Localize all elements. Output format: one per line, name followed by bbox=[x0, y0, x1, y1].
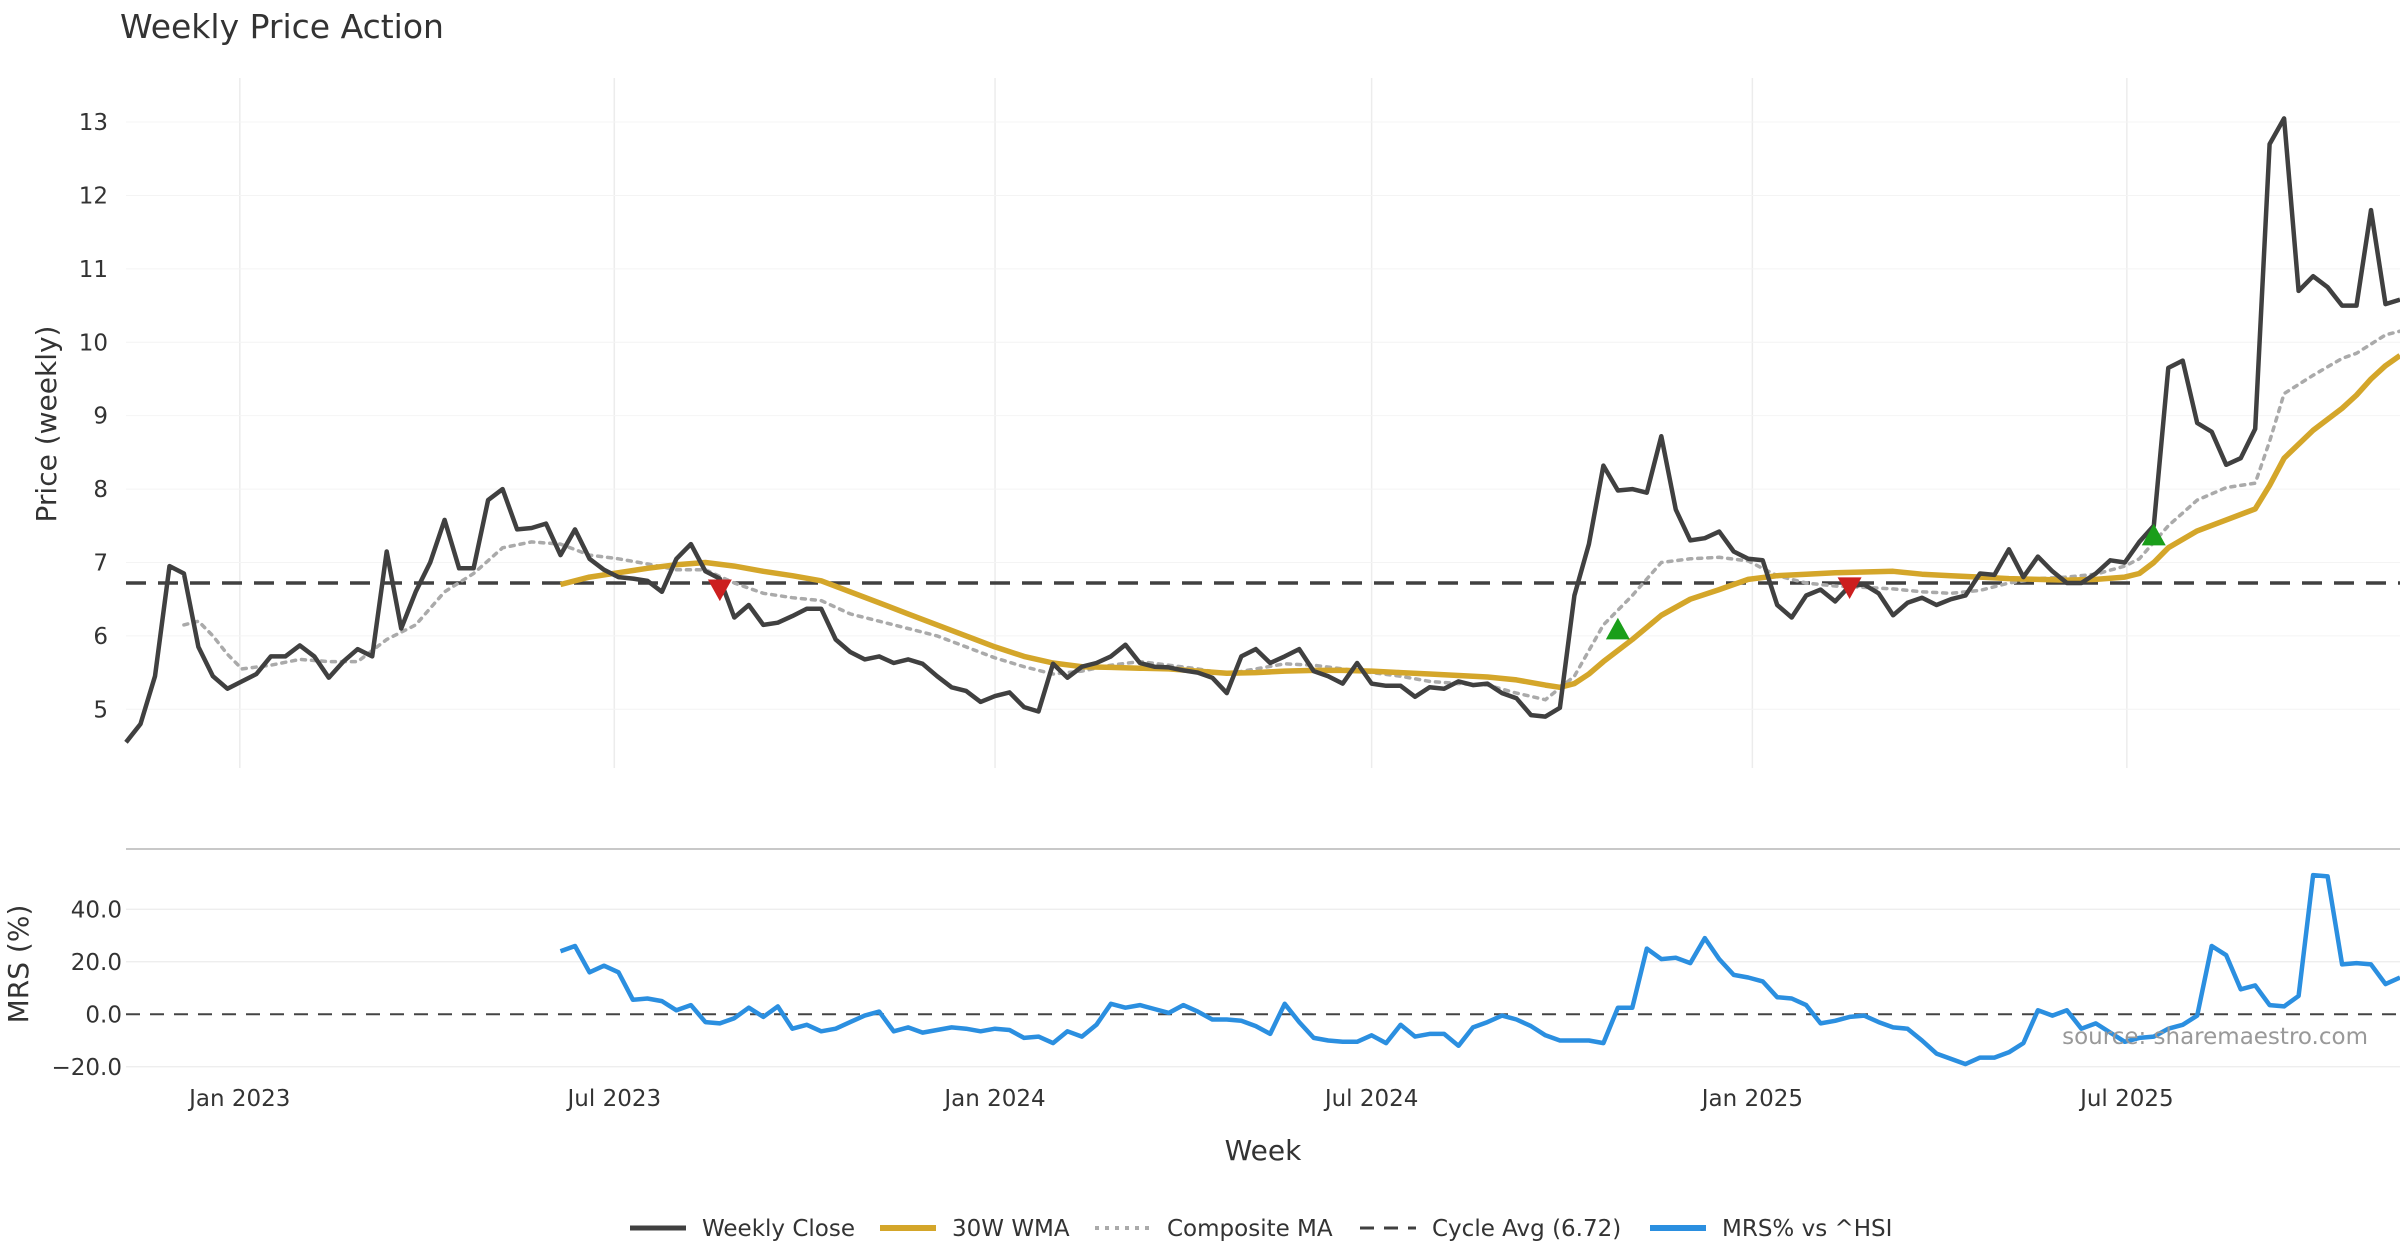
mrs-y-axis-ticks: 40.0 20.0 0.0 −20.0 bbox=[52, 897, 122, 1081]
price-plot-area bbox=[124, 116, 2400, 744]
weekly-close-line bbox=[124, 116, 2400, 744]
mrs-y-axis-label: MRS (%) bbox=[2, 905, 35, 1024]
legend-label-wma: 30W WMA bbox=[952, 1216, 1070, 1242]
x-axis-label: Week bbox=[1225, 1134, 1302, 1167]
x-axis-ticks: Jan 2023 Jul 2023 Jan 2024 Jul 2024 Jan 2025… bbox=[187, 1086, 2174, 1112]
price-y-axis-ticks: 5 6 7 8 9 10 11 12 13 bbox=[79, 110, 108, 723]
price-ytick-label-1: 6 bbox=[93, 624, 108, 650]
chart-legend: Weekly Close 30W WMA Composite MA Cycle Avg… bbox=[630, 1216, 1892, 1242]
wma-30w-line bbox=[559, 353, 2400, 691]
xtick-label-1: Jul 2023 bbox=[566, 1086, 662, 1112]
price-y-axis-label: Price (weekly) bbox=[30, 326, 63, 523]
source-note: source: sharemaestro.com bbox=[2062, 1024, 2368, 1050]
mrs-ytick-label-1: 20.0 bbox=[71, 950, 122, 976]
composite-ma-line bbox=[182, 329, 2400, 702]
sell-signal-marker-2 bbox=[1837, 577, 1862, 599]
mrs-panel-grid bbox=[126, 908, 2400, 1068]
buy-signal-marker-3 bbox=[2141, 523, 2166, 546]
price-ytick-label-5: 10 bbox=[79, 330, 108, 356]
xtick-label-3: Jul 2024 bbox=[1323, 1086, 1419, 1112]
price-ytick-label-2: 7 bbox=[93, 550, 108, 576]
legend-label-mrs: MRS% vs ^HSI bbox=[1722, 1216, 1892, 1242]
xtick-label-0: Jan 2023 bbox=[187, 1086, 290, 1112]
legend-label-close: Weekly Close bbox=[702, 1216, 855, 1242]
price-ytick-label-7: 12 bbox=[79, 183, 108, 209]
mrs-ytick-label-0: 40.0 bbox=[71, 897, 122, 923]
xtick-label-2: Jan 2024 bbox=[942, 1086, 1045, 1112]
price-panel-grid bbox=[126, 78, 2400, 768]
buy-signal-marker-1 bbox=[1605, 617, 1630, 640]
mrs-ytick-label-2: 0.0 bbox=[85, 1002, 122, 1028]
price-ytick-label-6: 11 bbox=[79, 257, 108, 283]
sell-signal-marker-0 bbox=[707, 579, 732, 602]
price-ytick-label-4: 9 bbox=[93, 404, 108, 430]
xtick-label-4: Jan 2025 bbox=[1700, 1086, 1803, 1112]
xtick-label-5: Jul 2025 bbox=[2078, 1086, 2174, 1112]
price-ytick-label-8: 13 bbox=[79, 110, 108, 136]
price-ytick-label-0: 5 bbox=[93, 697, 108, 723]
mrs-plot-area bbox=[126, 872, 2400, 1067]
chart-title: Weekly Price Action bbox=[120, 7, 444, 46]
mrs-ytick-label-3: −20.0 bbox=[52, 1055, 122, 1081]
mrs-line bbox=[559, 872, 2400, 1067]
legend-label-cycle: Cycle Avg (6.72) bbox=[1432, 1216, 1621, 1242]
legend-label-composite: Composite MA bbox=[1167, 1216, 1333, 1242]
price-ytick-label-3: 8 bbox=[93, 477, 108, 503]
